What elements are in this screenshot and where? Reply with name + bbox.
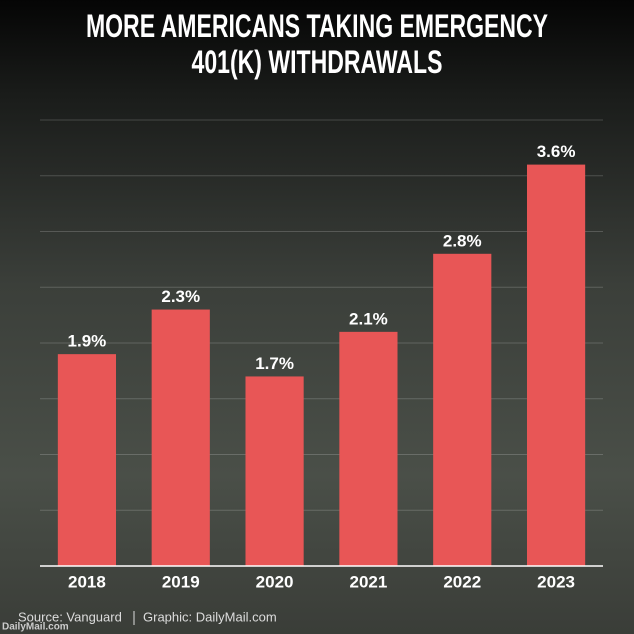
x-tick-label: 2020 [256, 572, 294, 591]
value-label: 2.3% [161, 287, 200, 306]
source: Source: Vanguard [18, 609, 122, 624]
x-tick-label: 2023 [537, 572, 575, 591]
watermark: DailyMail.com [2, 622, 69, 633]
chart-title: MORE AMERICANS TAKING EMERGENCY 401(K) W… [85, 8, 549, 80]
value-label: 2.1% [349, 309, 388, 328]
bar [245, 376, 304, 566]
bar [57, 354, 117, 566]
x-tick-label: 2022 [443, 572, 481, 591]
x-tick-label: 2021 [350, 572, 388, 591]
value-label: 2.8% [443, 231, 482, 250]
bar [151, 309, 210, 566]
x-tick-label: 2019 [162, 572, 200, 591]
value-label: 1.7% [255, 354, 294, 373]
bar [526, 164, 586, 566]
value-label: 3.6% [537, 142, 576, 161]
credit: Graphic: DailyMail.com [143, 609, 277, 624]
bar [433, 253, 492, 567]
x-tick-label: 2018 [68, 572, 106, 591]
bar [339, 331, 398, 566]
value-label: 1.9% [68, 332, 107, 351]
